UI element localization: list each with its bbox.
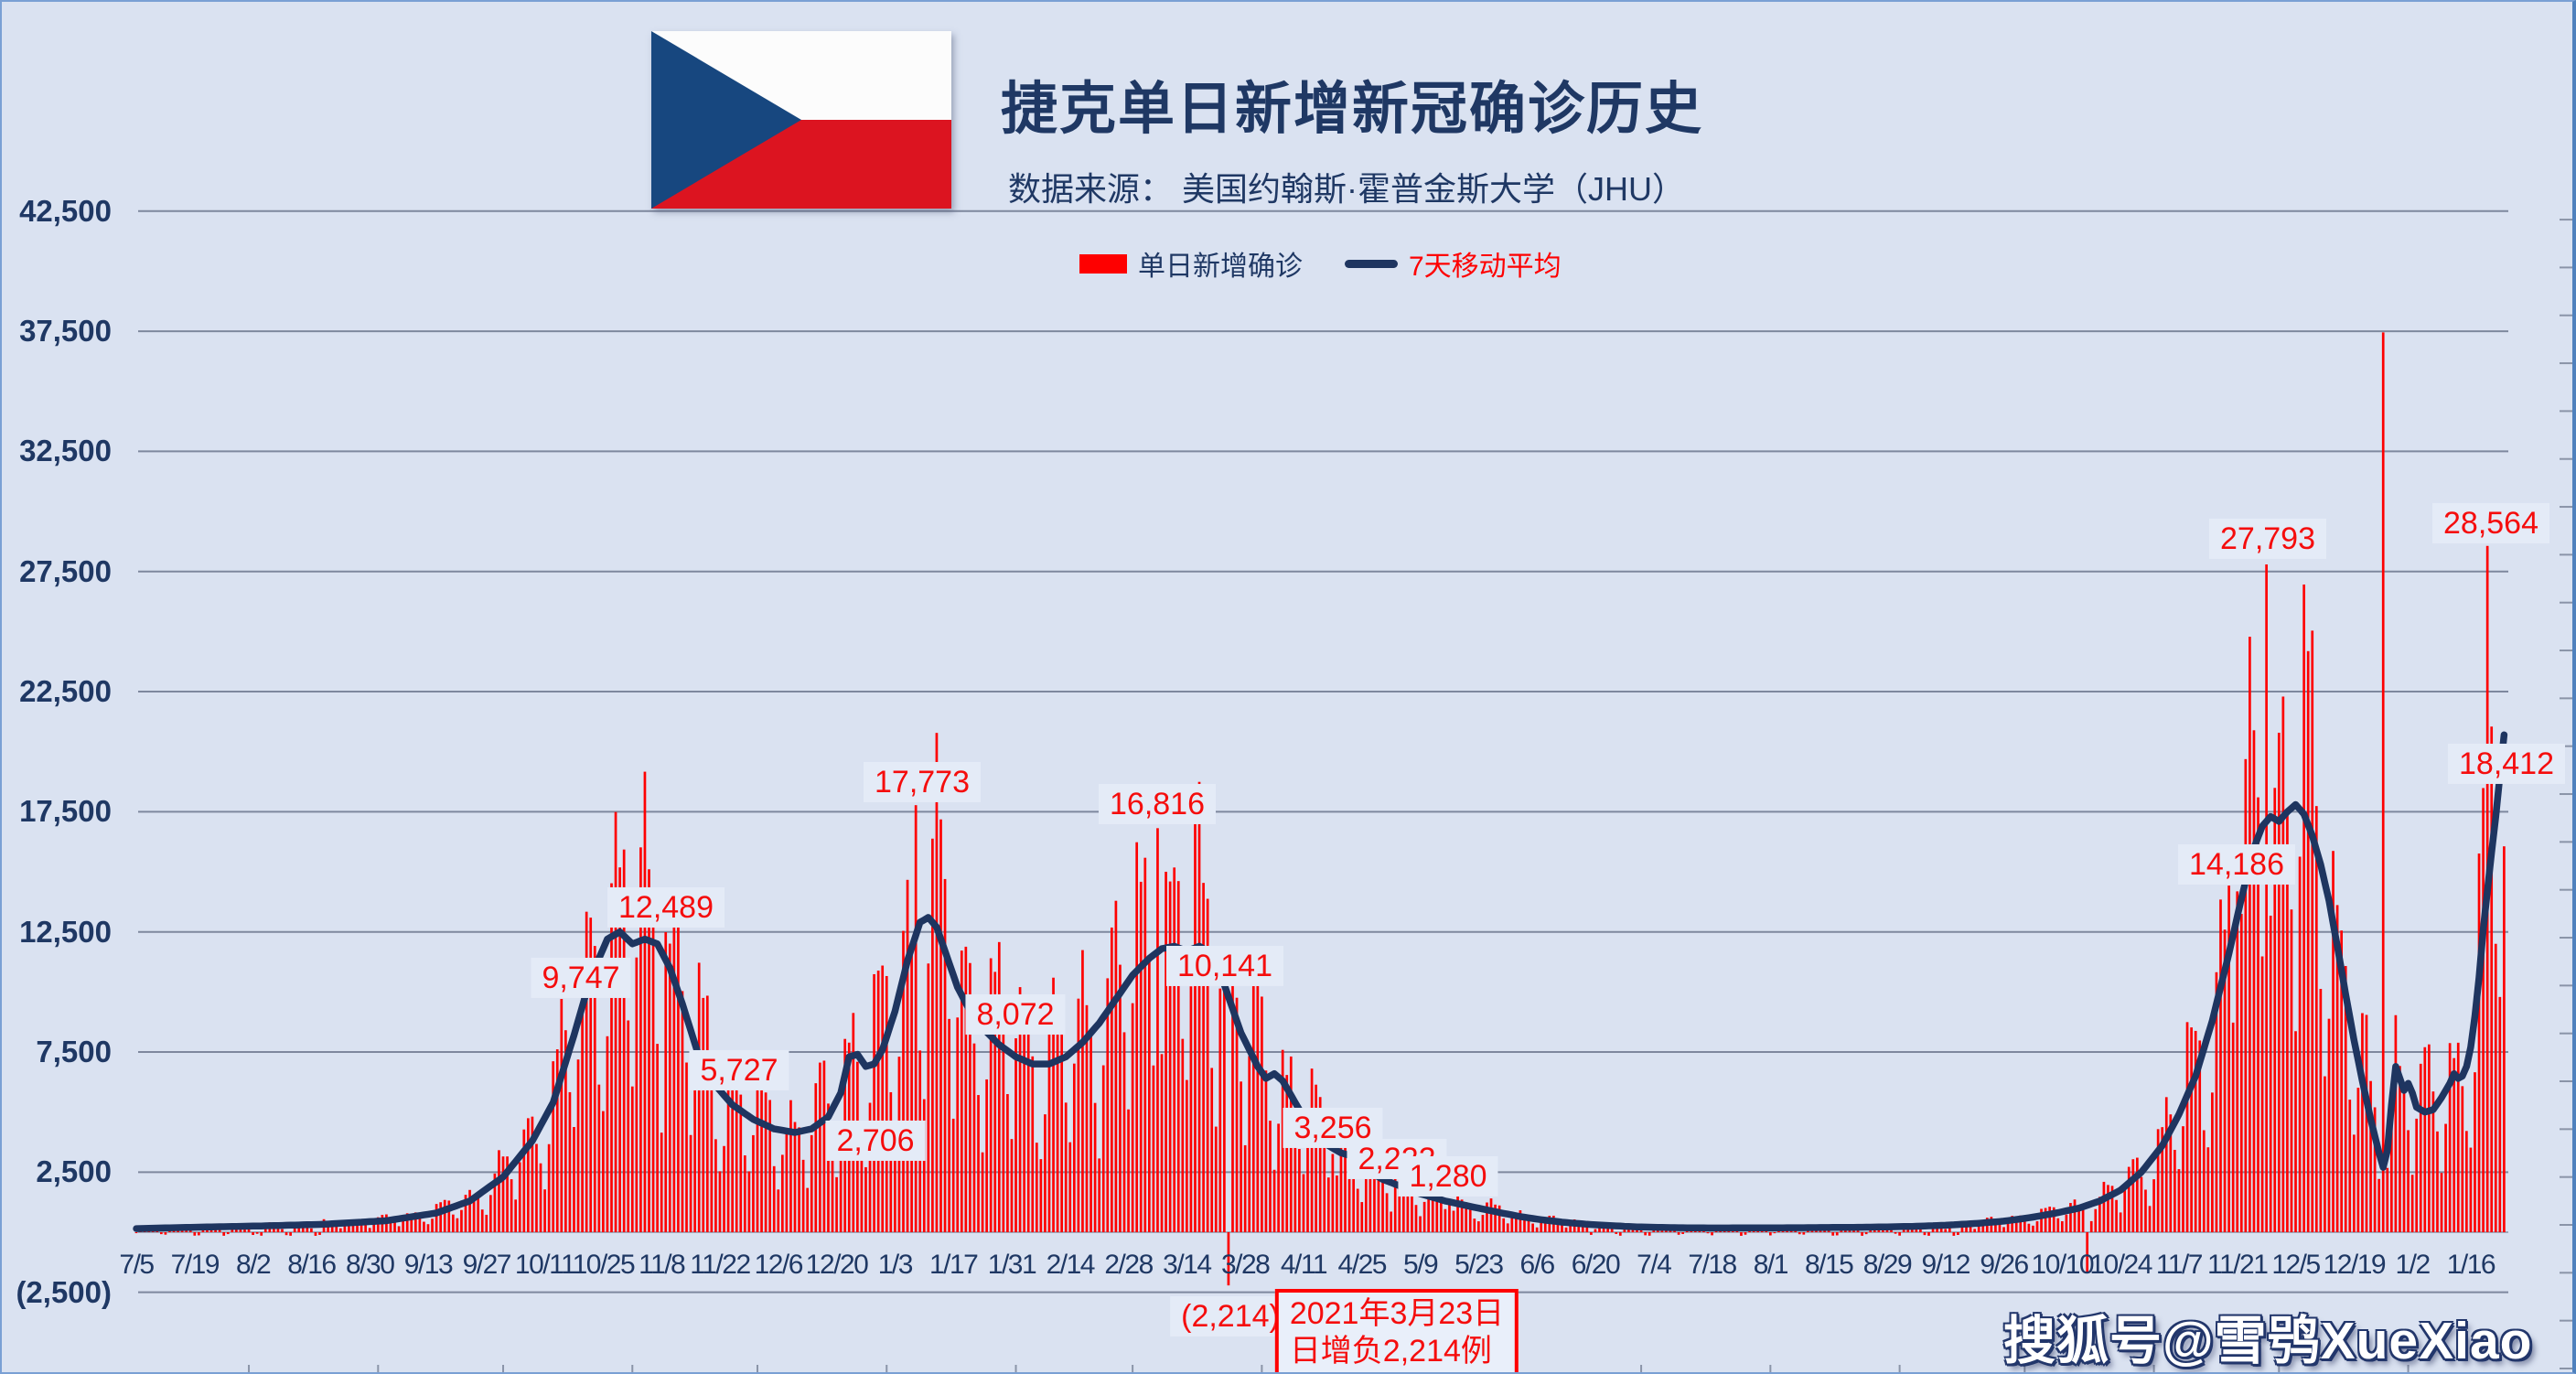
x-axis-label: 11/21 (2207, 1250, 2269, 1280)
x-axis-label: 3/28 (1220, 1250, 1271, 1280)
x-axis-label: 1/31 (987, 1250, 1037, 1280)
y-axis-label: 32,500 (19, 434, 112, 468)
x-axis-label: 7/4 (1637, 1250, 1672, 1280)
data-label-annotation: 9,747 (531, 957, 631, 999)
y-axis-label: 42,500 (19, 193, 112, 228)
x-axis-label: 1/3 (877, 1250, 914, 1280)
y-axis-label: (2,500) (16, 1274, 112, 1309)
x-axis-label: 5/23 (1454, 1250, 1504, 1280)
x-axis-label: 9/12 (1921, 1250, 1971, 1280)
x-axis-label: 4/11 (1280, 1250, 1328, 1280)
x-axis-label: 8/2 (235, 1250, 272, 1280)
x-axis-label: 12/19 (2323, 1250, 2387, 1280)
y-axis-label: 22,500 (19, 674, 112, 709)
data-label-annotation: 1,280 (1398, 1155, 1498, 1197)
data-label-annotation: 27,793 (2209, 518, 2326, 560)
czech-flag (651, 31, 951, 209)
x-axis-label: 8/29 (1862, 1250, 1913, 1280)
x-axis-label: 7/19 (170, 1250, 220, 1280)
y-axis-label: 12,500 (19, 914, 112, 949)
data-label-annotation: 5,727 (689, 1049, 789, 1091)
chart-title: 捷克单日新增新冠确诊历史 (1001, 78, 1704, 141)
x-axis-label: 12/6 (754, 1250, 804, 1280)
x-axis-label: 12/20 (805, 1250, 869, 1280)
x-axis-label: 2/14 (1046, 1250, 1096, 1280)
x-axis-label: 7/18 (1688, 1250, 1737, 1280)
data-label-annotation: 28,564 (2432, 502, 2549, 544)
x-axis-label: 5/9 (1402, 1250, 1439, 1280)
data-label-annotation: 18,412 (2448, 743, 2565, 785)
data-label-annotation: 12,489 (607, 886, 724, 929)
x-axis-label: 8/30 (345, 1250, 395, 1280)
data-label-annotation: 16,816 (1099, 783, 1216, 825)
x-axis-label: 6/6 (1519, 1250, 1556, 1280)
x-axis-label: 8/15 (1804, 1250, 1854, 1280)
event-note-box: 2021年3月23日 日增负2,214例 (1274, 1289, 1519, 1372)
x-axis-label: 1/17 (928, 1250, 979, 1280)
x-axis-label: 1/16 (2446, 1250, 2496, 1280)
x-axis-label: 8/16 (287, 1250, 337, 1280)
x-axis-label: 9/26 (1980, 1250, 2029, 1280)
x-axis-label: 10/24 (2089, 1250, 2152, 1280)
x-axis-label: 4/25 (1337, 1250, 1388, 1280)
legend-label-ma: 7天移动平均 (1409, 252, 1562, 282)
x-axis-label: 3/14 (1163, 1250, 1212, 1280)
data-label-annotation: 14,186 (2178, 843, 2295, 886)
x-axis-label: 9/13 (403, 1250, 454, 1280)
x-axis-label: 9/27 (462, 1250, 512, 1280)
x-axis-label: 11/7 (2155, 1250, 2204, 1280)
x-axis-label: 10/25 (572, 1250, 636, 1280)
event-note-line1: 2021年3月23日 (1289, 1296, 1505, 1331)
line-series-swatch (1345, 259, 1398, 268)
y-axis-label: 7,500 (36, 1035, 112, 1068)
event-note-line2: 日增负2,214例 (1289, 1334, 1492, 1369)
x-axis-label: 2/28 (1104, 1250, 1154, 1280)
bar-series-swatch (1079, 253, 1127, 274)
x-axis-label: 11/8 (639, 1250, 686, 1280)
y-axis-label: 27,500 (19, 553, 112, 588)
x-axis-label: 8/1 (1753, 1250, 1789, 1280)
x-axis-label: 1/2 (2395, 1250, 2431, 1280)
y-axis-label: 2,500 (36, 1154, 112, 1189)
x-axis-label: 10/11 (514, 1250, 576, 1280)
x-axis-label: 12/5 (2271, 1250, 2321, 1280)
data-label-annotation: 10,141 (1166, 945, 1283, 987)
data-label-annotation: (2,214) (1170, 1295, 1291, 1337)
x-axis-label: 6/20 (1571, 1250, 1621, 1280)
data-label-annotation: 17,773 (864, 761, 981, 803)
y-axis-label: 17,500 (19, 794, 112, 829)
chart-subtitle: 数据来源： 美国约翰斯·霍普金斯大学（JHU） (1008, 170, 1685, 208)
y-axis-label: 37,500 (19, 314, 112, 349)
x-axis-label: 10/10 (2031, 1250, 2095, 1280)
legend: 单日新增确诊 7天移动平均 (1079, 243, 1562, 284)
data-label-annotation: 8,072 (965, 993, 1066, 1036)
legend-item-daily-bars: 单日新增确诊 (1079, 243, 1303, 284)
x-axis-label: 11/22 (690, 1250, 751, 1280)
x-axis-label: 7/5 (119, 1250, 155, 1280)
axis-minor-ticks (248, 219, 2572, 1372)
watermark: 搜狐号@雪鸮XueXiao (2003, 1312, 2533, 1370)
legend-item-moving-average: 7天移动平均 (1345, 243, 1562, 284)
data-label-annotation: 2,706 (825, 1120, 926, 1162)
legend-label-daily: 单日新增确诊 (1138, 252, 1303, 282)
